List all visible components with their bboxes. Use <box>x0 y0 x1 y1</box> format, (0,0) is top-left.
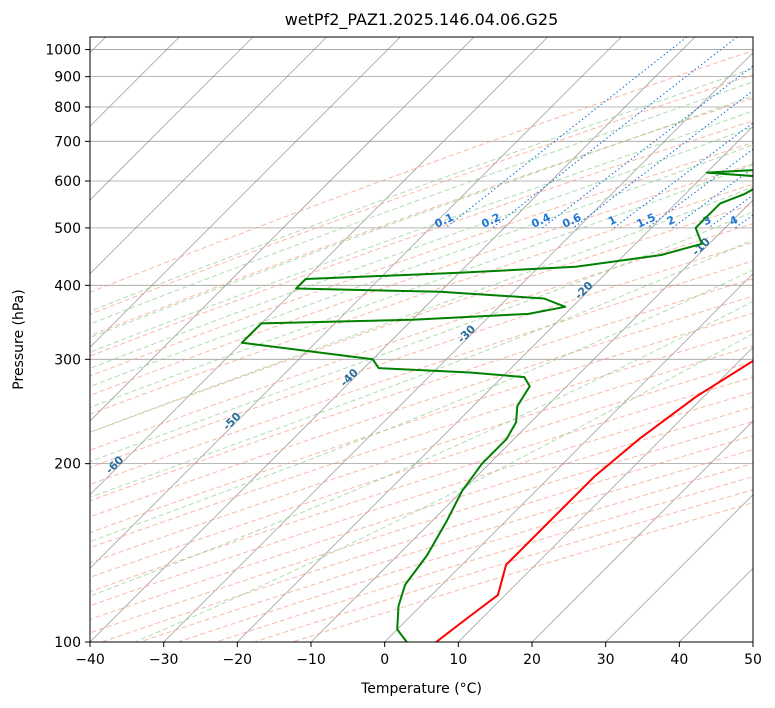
isotherm-line <box>90 37 475 422</box>
y-tick-label: 200 <box>54 457 81 473</box>
mixing-ratio-label: 6 <box>766 213 775 228</box>
y-tick-label: 900 <box>54 70 81 86</box>
dry-adiabat-line <box>90 50 753 293</box>
moist-adiabat-line <box>90 67 753 312</box>
dry-adiabat-line <box>90 260 753 485</box>
isotherm-line <box>458 346 753 642</box>
y-tick-label: 1000 <box>45 43 81 59</box>
dry-adiabat-line <box>90 278 753 502</box>
isotherm-line <box>531 420 753 642</box>
x-tick-label: 20 <box>523 652 541 668</box>
isotherm-line <box>163 52 753 642</box>
plot-frame <box>89 36 754 643</box>
moist-adiabat-line <box>90 269 753 543</box>
y-tick-label: 100 <box>54 635 81 651</box>
moist-adiabat-line <box>90 211 753 463</box>
y-axis-label: Pressure (hPa) <box>11 289 27 389</box>
isotherm-line <box>90 37 401 348</box>
y-tick-label: 800 <box>54 100 81 116</box>
chart-title: wetPf2_PAZ1.2025.146.04.06.G25 <box>285 10 559 30</box>
isotherm-line <box>384 273 753 642</box>
x-tick-label: −20 <box>223 652 253 668</box>
x-tick-label: 40 <box>670 652 688 668</box>
x-tick-label: 50 <box>744 652 762 668</box>
moist-adiabat-line <box>90 239 753 499</box>
moist-adiabat-line <box>90 164 753 408</box>
dry-adiabat-line <box>90 361 753 578</box>
dry-adiabat-line <box>90 223 753 451</box>
isotherm-line <box>90 37 254 201</box>
moist-adiabat-line <box>90 186 753 433</box>
dry-adiabat-line <box>90 391 753 607</box>
dry-adiabat-line <box>90 376 753 593</box>
moist-adiabat-line <box>90 81 753 325</box>
x-tick-label: −30 <box>149 652 179 668</box>
isotherm-line <box>90 37 327 275</box>
dry-adiabat-line <box>90 97 753 337</box>
dry-adiabat-line <box>90 295 753 518</box>
isotherm-line <box>90 37 622 569</box>
x-tick-label: −10 <box>296 652 326 668</box>
x-tick-label: 0 <box>380 652 389 668</box>
mixing-ratio-line <box>672 167 753 229</box>
y-axis: 100 200 300 400 500 600 700 800 900 1000 <box>45 43 90 651</box>
y-tick-label: 500 <box>54 221 81 237</box>
dry-adiabat-line <box>90 163 753 396</box>
temperature-profile-line <box>435 359 753 642</box>
x-axis-label: Temperature (°C) <box>360 681 482 697</box>
dry-adiabat-line <box>90 312 753 534</box>
y-tick-label: 300 <box>54 352 81 368</box>
mixing-ratio-line <box>542 65 753 229</box>
mixing-ratio-line <box>492 37 738 229</box>
dry-adiabat-line <box>90 241 753 469</box>
x-tick-label: −40 <box>75 652 105 668</box>
isotherm-line <box>237 125 753 642</box>
y-tick-label: 600 <box>54 174 81 190</box>
x-tick-label: 30 <box>597 652 615 668</box>
moist-adiabat-line <box>90 300 753 597</box>
dry-adiabat-line <box>90 345 753 564</box>
dry-adiabat-line <box>90 142 753 377</box>
dry-adiabat-label: -70 <box>0 497 9 520</box>
mixing-ratio-line <box>572 90 753 229</box>
plot-area <box>90 37 753 642</box>
y-tick-label: 700 <box>54 134 81 150</box>
isotherm-line <box>310 199 753 642</box>
plot-content: 0.10.20.40.611.52346810131620253036-100-… <box>0 37 775 642</box>
dry-adiabat-line <box>90 329 753 549</box>
x-axis: −40 −30 −20 −10 0 10 20 30 40 50 <box>75 642 762 668</box>
isotherm-line <box>605 494 753 642</box>
y-tick-label: 400 <box>54 278 81 294</box>
isotherm-line <box>752 641 753 642</box>
dewpoint-profile-line <box>240 169 753 642</box>
x-tick-label: 10 <box>449 652 467 668</box>
isotherm-line <box>90 37 696 642</box>
